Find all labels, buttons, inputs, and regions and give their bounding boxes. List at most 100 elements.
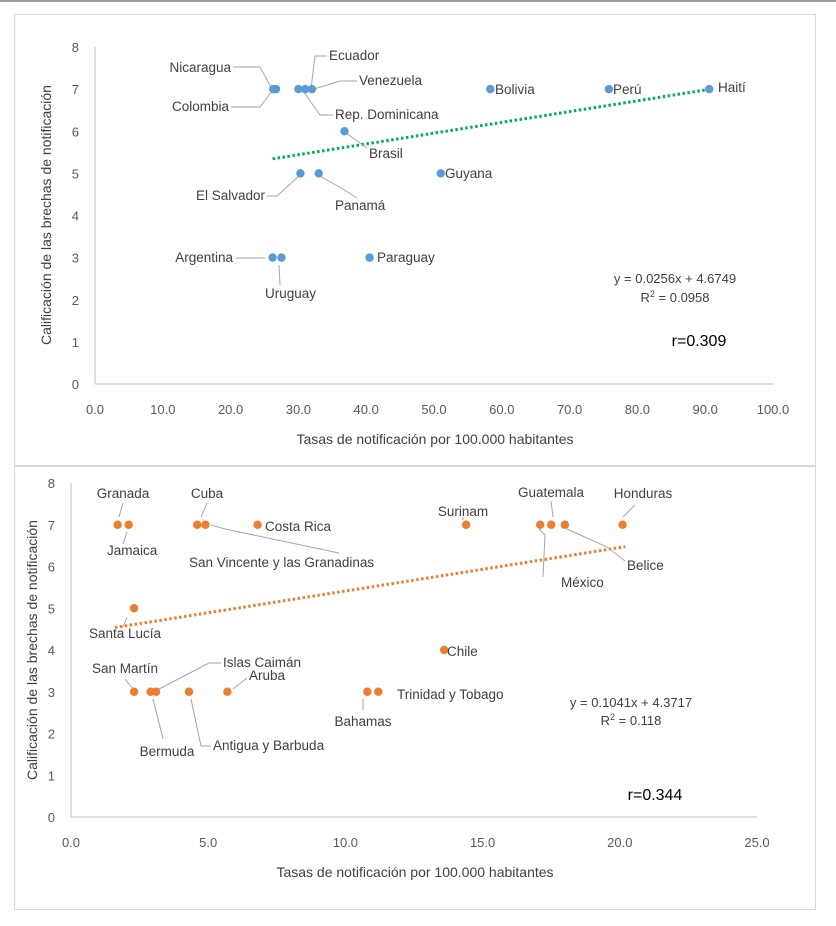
label-leader-line bbox=[566, 528, 626, 562]
data-point bbox=[486, 84, 495, 94]
point-label: Bahamas bbox=[334, 714, 391, 729]
r-squared-value: = 0.0958 bbox=[655, 290, 710, 305]
point-label: Argentina bbox=[175, 250, 233, 265]
point-label: Haití bbox=[718, 80, 746, 95]
point-label: Panamá bbox=[335, 198, 386, 213]
x-tick-label: 0.0 bbox=[86, 402, 104, 417]
label-leader-line bbox=[122, 531, 128, 545]
point-label: Guyana bbox=[445, 166, 493, 181]
label-leader-line bbox=[124, 678, 134, 690]
label-leader-line bbox=[118, 502, 124, 518]
r-squared-exponent: 2 bbox=[650, 289, 655, 299]
data-point bbox=[184, 687, 194, 696]
y-tick-label: 2 bbox=[72, 293, 79, 308]
label-leader-line bbox=[310, 55, 327, 90]
r-squared-value: = 0.118 bbox=[615, 713, 661, 728]
data-point bbox=[294, 84, 303, 94]
y-tick-label: 8 bbox=[72, 40, 79, 55]
r-squared-label: R2 = 0.0958 bbox=[641, 289, 710, 305]
x-tick-label: 25.0 bbox=[744, 835, 769, 850]
r-squared-exponent: 2 bbox=[610, 712, 615, 722]
x-tick-label: 80.0 bbox=[625, 402, 650, 417]
data-point bbox=[618, 520, 627, 529]
y-tick-label: 1 bbox=[72, 335, 79, 350]
point-label: Costa Rica bbox=[265, 519, 332, 534]
point-label: San Martín bbox=[92, 661, 158, 676]
x-axis-title: Tasas de notificación por 100.000 habita… bbox=[296, 431, 573, 447]
y-tick-label: 7 bbox=[48, 518, 55, 533]
data-point bbox=[300, 84, 310, 94]
label-leader-line bbox=[302, 90, 333, 116]
label-leader-line bbox=[158, 662, 221, 690]
point-label: Trinidad y Tobago bbox=[397, 687, 504, 702]
label-leader-line bbox=[550, 500, 554, 518]
point-label: Bermuda bbox=[140, 744, 195, 759]
point-label: Aruba bbox=[249, 668, 286, 683]
label-leader-line bbox=[210, 524, 340, 554]
correlation-r-label: r=0.309 bbox=[672, 333, 727, 350]
label-leader-line bbox=[538, 528, 546, 578]
data-point bbox=[113, 520, 122, 529]
data-point bbox=[461, 520, 471, 529]
point-label: Guatemala bbox=[518, 485, 585, 500]
r-squared-label: R2 = 0.118 bbox=[601, 712, 662, 728]
x-tick-label: 70.0 bbox=[557, 402, 582, 417]
y-tick-label: 7 bbox=[72, 82, 79, 97]
label-leader-line bbox=[232, 677, 248, 690]
trendline-equation: y = 0.1041x + 4.3717 bbox=[570, 695, 692, 710]
point-label: Venezuela bbox=[359, 73, 423, 88]
label-leader-line bbox=[622, 504, 636, 518]
y-tick-label: 5 bbox=[72, 166, 79, 181]
y-tick-label: 0 bbox=[72, 377, 79, 392]
y-tick-label: 2 bbox=[48, 727, 55, 742]
label-leader-line bbox=[231, 90, 273, 108]
y-tick-label: 8 bbox=[48, 476, 55, 491]
label-leader-line bbox=[313, 80, 357, 90]
data-point bbox=[314, 169, 323, 178]
y-tick-label: 5 bbox=[48, 601, 55, 616]
trendline bbox=[272, 87, 710, 161]
x-tick-label: 10.0 bbox=[333, 835, 358, 850]
point-label: Jamaica bbox=[107, 543, 158, 558]
point-label: El Salvador bbox=[196, 188, 266, 203]
data-point bbox=[268, 253, 277, 262]
scatter-chart-lower: 0.0 5.0 10.0 15.0 20.0 25.0 0 1 2 3 4 5 6 7 8 Tasas de … bbox=[24, 476, 770, 880]
point-label: Cuba bbox=[191, 486, 224, 501]
label-leader-line bbox=[233, 66, 273, 90]
x-tick-label: 40.0 bbox=[354, 402, 379, 417]
point-label: San Vincente y las Granadinas bbox=[189, 555, 374, 570]
y-tick-label: 3 bbox=[72, 251, 79, 266]
data-point bbox=[271, 84, 281, 94]
y-tick-label: 6 bbox=[48, 560, 55, 575]
y-tick-label: 3 bbox=[48, 685, 55, 700]
y-tick-label: 0 bbox=[48, 810, 55, 825]
point-label: Belice bbox=[627, 558, 664, 573]
point-label: Nicaragua bbox=[169, 60, 231, 75]
point-label: Antigua y Barbuda bbox=[213, 738, 325, 753]
x-tick-label: 10.0 bbox=[150, 402, 175, 417]
data-point bbox=[536, 520, 545, 529]
x-tick-label: 30.0 bbox=[286, 402, 311, 417]
data-point bbox=[604, 84, 614, 94]
y-tick-label: 4 bbox=[72, 209, 79, 224]
point-label: Honduras bbox=[614, 486, 673, 501]
r-squared-prefix: R bbox=[641, 290, 650, 305]
data-point bbox=[363, 687, 372, 696]
x-tick-label: 60.0 bbox=[489, 402, 514, 417]
data-point bbox=[129, 604, 139, 613]
data-point bbox=[340, 127, 349, 136]
x-tick-label: 100.0 bbox=[757, 402, 790, 417]
x-tick-label: 20.0 bbox=[607, 835, 632, 850]
y-tick-label: 1 bbox=[48, 768, 55, 783]
point-label: Ecuador bbox=[329, 48, 380, 63]
point-label: Chile bbox=[447, 644, 478, 659]
data-point bbox=[365, 253, 374, 262]
y-axis-title: Calificación de las brechas de notificac… bbox=[38, 85, 54, 345]
label-leader-line bbox=[200, 502, 208, 518]
r-squared-prefix: R bbox=[601, 713, 610, 728]
data-point bbox=[439, 645, 449, 655]
point-label: Perú bbox=[613, 82, 642, 97]
data-point bbox=[277, 253, 286, 262]
label-leader-line bbox=[278, 264, 281, 286]
data-point bbox=[547, 520, 556, 529]
